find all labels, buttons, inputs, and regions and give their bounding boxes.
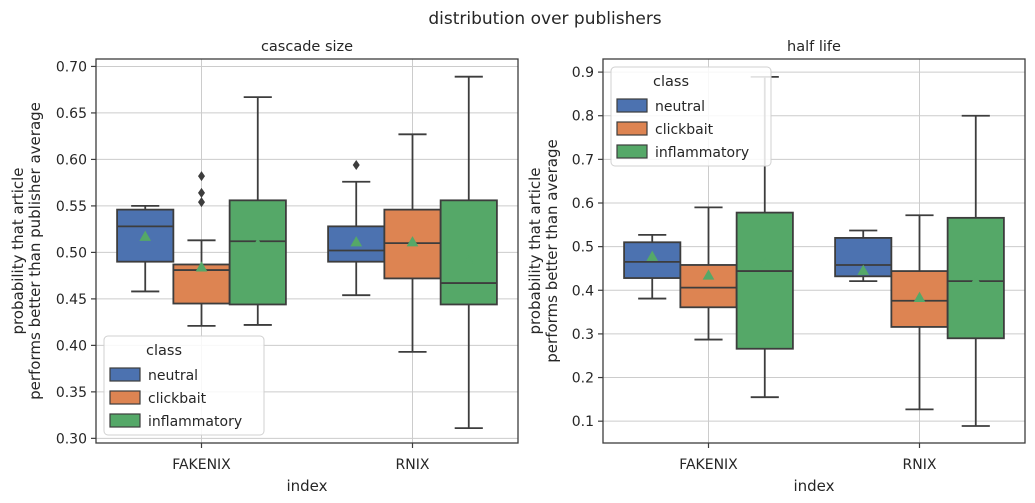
figure-title: distribution over publishers <box>428 9 661 29</box>
mean-marker <box>857 264 870 275</box>
box-body <box>327 225 386 263</box>
legend-label-clickbait: clickbait <box>148 391 207 407</box>
mean-marker <box>462 254 475 266</box>
legend-box <box>610 66 772 167</box>
y-tick-label: 0.2 <box>572 371 594 387</box>
y-tick-label: 0.30 <box>56 431 87 447</box>
legend-swatch-neutral <box>109 367 141 382</box>
y-axis-label-line1: probability that article <box>9 167 27 334</box>
x-tick-label: FAKENIX <box>679 457 738 473</box>
box-neutral-RNIX <box>834 229 893 283</box>
y-tick-label: 0.9 <box>572 65 594 81</box>
legend-swatch-neutral <box>616 98 648 113</box>
outlier-point <box>198 171 205 182</box>
box-body <box>439 199 498 306</box>
y-axis-label-line2: performs better than average <box>543 139 561 362</box>
legend-label-clickbait: clickbait <box>655 122 714 138</box>
y-axis-label-line2: performs better than publisher average <box>26 102 44 400</box>
y-tick-label: 0.45 <box>56 292 87 308</box>
outlier-point <box>352 159 360 170</box>
y-tick-label: 0.4 <box>572 283 594 299</box>
plot-panel-0: 0.30 0.35 0.40 0.45 0.50 0.55 0.60 0.65 0.70 FAKE… <box>9 39 519 495</box>
x-tick-label: RNIX <box>396 457 430 473</box>
box-neutral-FAKENIX <box>623 233 682 300</box>
y-tick-label: 0.50 <box>56 245 87 261</box>
y-tick-label: 0.5 <box>572 240 594 256</box>
y-tick-label: 0.65 <box>56 106 87 122</box>
y-tick-label: 0.1 <box>572 414 594 430</box>
y-tick-label: 0.6 <box>572 196 594 212</box>
y-tick-label: 0.35 <box>56 385 87 401</box>
legend-swatch-inflammatory <box>109 413 141 428</box>
mean-marker <box>913 291 926 302</box>
box-neutral-FAKENIX <box>116 205 175 293</box>
x-axis-label: index <box>286 477 327 495</box>
y-tick-label: 0.70 <box>56 59 87 75</box>
y-axis-label-line1: probability that article <box>526 167 544 334</box>
y-tick-label: 0.7 <box>572 152 594 168</box>
legend: class neutral clickbait inflammatory <box>610 66 772 167</box>
mean-marker <box>350 236 363 247</box>
mean-marker <box>139 230 152 241</box>
mean-marker <box>406 236 419 247</box>
outlier-point <box>198 187 205 198</box>
legend-box <box>103 335 265 436</box>
box-clickbait-FAKENIX <box>679 206 738 341</box>
box-inflammatory-RNIX <box>439 75 498 430</box>
legend-title: class <box>653 74 689 90</box>
mean-marker <box>969 275 982 286</box>
mean-marker <box>646 250 659 261</box>
x-tick-label: FAKENIX <box>172 457 231 473</box>
box-clickbait-FAKENIX <box>172 171 231 327</box>
x-axis-label: index <box>793 477 834 495</box>
legend-label-neutral: neutral <box>148 368 198 384</box>
y-tick-label: 0.60 <box>56 152 87 168</box>
x-tick-label: RNIX <box>903 457 937 473</box>
box-body <box>228 199 287 306</box>
mean-marker <box>758 256 771 267</box>
box-neutral-RNIX <box>327 159 386 297</box>
legend-label-inflammatory: inflammatory <box>655 145 749 161</box>
legend-swatch-inflammatory <box>616 144 648 159</box>
mean-marker <box>195 261 208 272</box>
legend: class neutral clickbait inflammatory <box>103 335 265 436</box>
y-tick-label: 0.3 <box>572 327 594 343</box>
legend-swatch-clickbait <box>616 121 648 136</box>
subplot-title: half life <box>787 39 841 55</box>
plot-panel-1: 0.1 0.2 0.3 0.4 0.5 0.6 0.7 0.8 0.9 FAKENIX RNIX ha… <box>526 39 1026 495</box>
y-tick-label: 0.8 <box>572 109 594 125</box>
legend-title: class <box>146 343 182 359</box>
legend-label-neutral: neutral <box>655 99 705 115</box>
plot-frame <box>95 58 519 444</box>
box-inflammatory-RNIX <box>946 114 1005 427</box>
box-inflammatory-FAKENIX <box>735 75 794 399</box>
mean-marker <box>702 269 715 280</box>
legend-swatch-clickbait <box>109 390 141 405</box>
plot-frame <box>602 58 1026 444</box>
box-clickbait-RNIX <box>383 133 442 353</box>
mean-marker <box>251 238 264 249</box>
box-body <box>735 211 794 350</box>
subplot-title: cascade size <box>261 39 353 55</box>
legend-label-inflammatory: inflammatory <box>148 414 242 430</box>
box-inflammatory-FAKENIX <box>228 96 287 326</box>
y-tick-label: 0.40 <box>56 338 87 354</box>
box-clickbait-RNIX <box>890 214 949 411</box>
y-tick-label: 0.55 <box>56 199 87 215</box>
outlier-point <box>198 197 205 208</box>
